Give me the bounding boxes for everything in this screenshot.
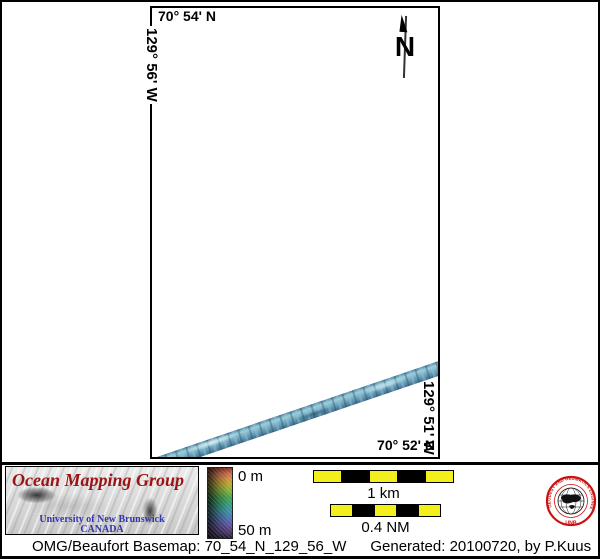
coordinate-label-right: 129° 51' W [420, 381, 437, 455]
omg-logo: Ocean Mapping Group University of New Br… [5, 466, 199, 535]
logo-country: CANADA [80, 524, 124, 535]
scalebar-segment [341, 471, 369, 482]
globe-icon [557, 487, 585, 515]
scalebar-segment [314, 471, 342, 482]
scalebar-km-label: 1 km [367, 485, 400, 502]
scalebar-segment [417, 505, 441, 516]
scalebar-segment [373, 505, 397, 516]
colorbar-max-label: 50 m [238, 522, 272, 539]
footer-basemap-text: OMG/Beaufort Basemap: 70_54_N_129_56_W [32, 538, 347, 555]
scalebar-nm-label: 0.4 NM [361, 519, 410, 536]
map-canvas [150, 6, 440, 459]
scalebar-nm [330, 504, 441, 517]
scalebar-segment [368, 471, 398, 482]
scalebar-segment [396, 505, 418, 516]
coordinate-label-bottom: 70° 52' N [377, 437, 435, 453]
legend-divider [2, 462, 598, 465]
coordinate-label-top: 70° 54' N [156, 8, 218, 24]
scalebar-segment [331, 505, 353, 516]
colorbar-min-label: 0 m [238, 468, 264, 485]
logo-institution: University of New Brunswick [39, 514, 165, 525]
seal-banner-text: UNB [565, 521, 576, 527]
logo-title: Ocean Mapping Group [12, 470, 185, 490]
depth-colorbar [207, 467, 233, 539]
scalebar-segment [424, 471, 454, 482]
coordinate-label-left: 129° 56' W [143, 26, 160, 104]
scalebar-segment [397, 471, 425, 482]
north-arrow-head-icon [399, 14, 409, 33]
scalebar-km [313, 470, 454, 483]
scalebar-segment [352, 505, 374, 516]
footer-caption: OMG/Beaufort Basemap: 70_54_N_129_56_W G… [32, 539, 591, 555]
unb-geodesy-seal-icon: GEODESY AND GEOMATICS ENGINEERING UNB [545, 473, 597, 527]
footer-generated-text: Generated: 20100720, by P.Kuus [370, 538, 592, 555]
sonar-texture-background [6, 467, 198, 534]
north-arrow-label: N [394, 31, 416, 62]
